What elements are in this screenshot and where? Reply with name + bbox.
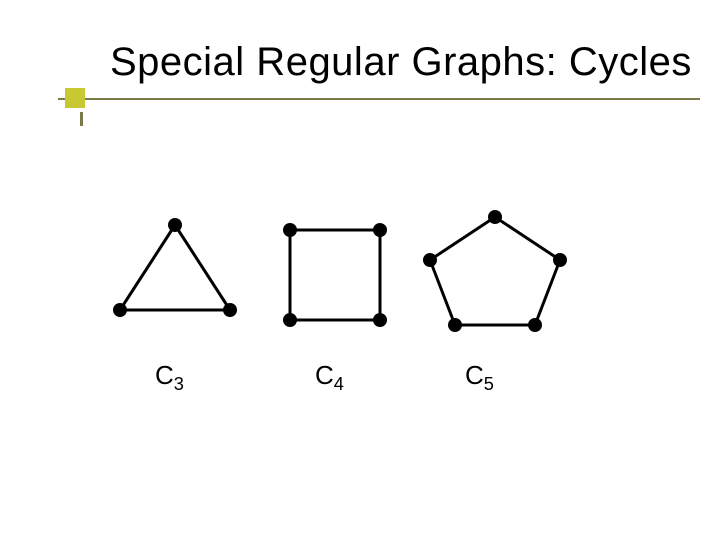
graph-edge (175, 225, 230, 310)
graph-node (168, 218, 182, 232)
graph-caption-C5: C5 (465, 360, 494, 395)
title-underline (58, 98, 700, 100)
caption-sub: 5 (484, 374, 494, 394)
slide-title: Special Regular Graphs: Cycles (110, 40, 720, 85)
graph-node (488, 210, 502, 224)
title-accent-tick (80, 112, 83, 126)
graph-edge (430, 217, 495, 260)
graph-caption-C3: C3 (155, 360, 184, 395)
title-accent-square (65, 88, 85, 108)
graph-node (553, 253, 567, 267)
graph-edge (120, 225, 175, 310)
title-block: Special Regular Graphs: Cycles (0, 40, 720, 91)
graph-node (283, 223, 297, 237)
caption-main: C (465, 360, 484, 390)
graph-caption-C4: C4 (315, 360, 344, 395)
graph-node (373, 313, 387, 327)
graph-node (448, 318, 462, 332)
graph-node (283, 313, 297, 327)
graph-edge (430, 260, 455, 325)
graph-C5 (410, 205, 580, 345)
graph-C4 (270, 215, 400, 340)
graph-node (113, 303, 127, 317)
graph-node (423, 253, 437, 267)
graph-node (528, 318, 542, 332)
graph-node (223, 303, 237, 317)
graph-node (373, 223, 387, 237)
caption-sub: 4 (334, 374, 344, 394)
caption-main: C (315, 360, 334, 390)
caption-main: C (155, 360, 174, 390)
graph-edge (495, 217, 560, 260)
graphs-area: C3C4C5 (100, 210, 620, 410)
graph-edge (535, 260, 560, 325)
graph-C3 (100, 210, 250, 340)
caption-sub: 3 (174, 374, 184, 394)
